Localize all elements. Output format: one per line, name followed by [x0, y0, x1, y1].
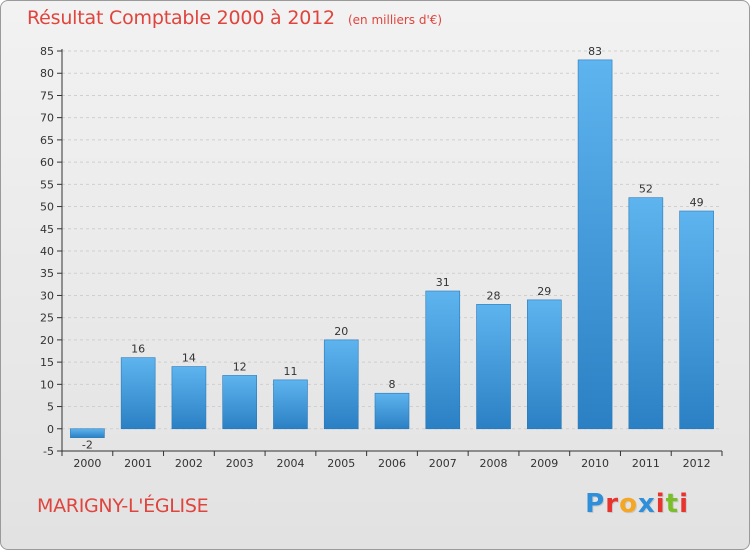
y-tick-label: 85	[40, 45, 54, 58]
x-tick-label: 2010	[581, 457, 609, 470]
bar	[171, 366, 207, 430]
logo-letter: i	[679, 489, 689, 519]
proxiti-logo: Proxiti	[585, 489, 689, 519]
x-tick-label: 2001	[124, 457, 152, 470]
y-tick-label: 0	[47, 423, 54, 436]
data-label: 49	[690, 196, 704, 209]
x-tick-label: 2000	[73, 457, 101, 470]
y-tick-label: 10	[40, 378, 54, 391]
y-tick-label: 15	[40, 356, 54, 369]
y-tick-label: 20	[40, 334, 54, 347]
y-tick-label: 75	[40, 89, 54, 102]
bar	[222, 375, 257, 430]
x-tick-label: 2012	[683, 457, 711, 470]
logo-letter: o	[619, 489, 638, 519]
y-tick-label: 80	[40, 67, 54, 80]
y-tick-label: 50	[40, 201, 54, 214]
bar	[323, 339, 359, 430]
data-label: 52	[639, 183, 653, 196]
bar	[425, 290, 461, 430]
title-row: Résultat Comptable 2000 à 2012 (en milli…	[27, 7, 442, 29]
place-name: MARIGNY-L'ÉGLISE	[37, 495, 209, 517]
x-tick-label: 2011	[632, 457, 660, 470]
bar	[273, 379, 308, 430]
x-tick-label: 2008	[480, 457, 508, 470]
y-tick-label: 40	[40, 245, 54, 258]
y-tick-label: 45	[40, 223, 54, 236]
data-label: 29	[537, 285, 551, 298]
bar	[120, 357, 156, 430]
x-tick-label: 2004	[276, 457, 304, 470]
data-label: 12	[233, 360, 247, 373]
data-label: -2	[82, 439, 93, 452]
logo-letter: r	[605, 489, 620, 519]
y-tick-label: 60	[40, 156, 54, 169]
data-label: 8	[389, 378, 396, 391]
bar	[70, 428, 105, 438]
x-tick-label: 2006	[378, 457, 406, 470]
x-tick-label: 2003	[226, 457, 254, 470]
bar	[476, 304, 511, 430]
bar	[527, 299, 562, 430]
x-tick-label: 2005	[327, 457, 355, 470]
x-tick-label: 2002	[175, 457, 203, 470]
data-label: 11	[283, 365, 297, 378]
y-tick-label: 35	[40, 267, 54, 280]
y-tick-label: 5	[47, 401, 54, 414]
bar	[628, 197, 664, 430]
logo-letter: x	[637, 489, 656, 519]
data-label: 14	[182, 352, 196, 365]
bar	[374, 392, 410, 430]
x-tick-label: 2007	[429, 457, 457, 470]
data-label: 20	[334, 325, 348, 338]
logo-letter: t	[665, 489, 680, 519]
logo-letter: i	[655, 489, 666, 519]
data-label: 28	[487, 289, 501, 302]
y-tick-label: -5	[43, 445, 54, 458]
chart-subtitle: (en milliers d'€)	[347, 13, 443, 27]
y-tick-label: 30	[40, 289, 54, 302]
y-tick-label: 25	[40, 312, 54, 325]
data-label: 31	[436, 276, 450, 289]
data-label: 16	[131, 343, 145, 356]
bar	[577, 59, 613, 430]
bar	[679, 210, 714, 430]
logo-letter: P	[585, 489, 606, 519]
y-tick-label: 70	[40, 112, 54, 125]
x-tick-label: 2009	[530, 457, 558, 470]
y-tick-label: 55	[40, 178, 54, 191]
chart-title: Résultat Comptable 2000 à 2012	[27, 7, 335, 29]
data-label: 83	[588, 45, 602, 58]
y-tick-label: 65	[40, 134, 54, 147]
